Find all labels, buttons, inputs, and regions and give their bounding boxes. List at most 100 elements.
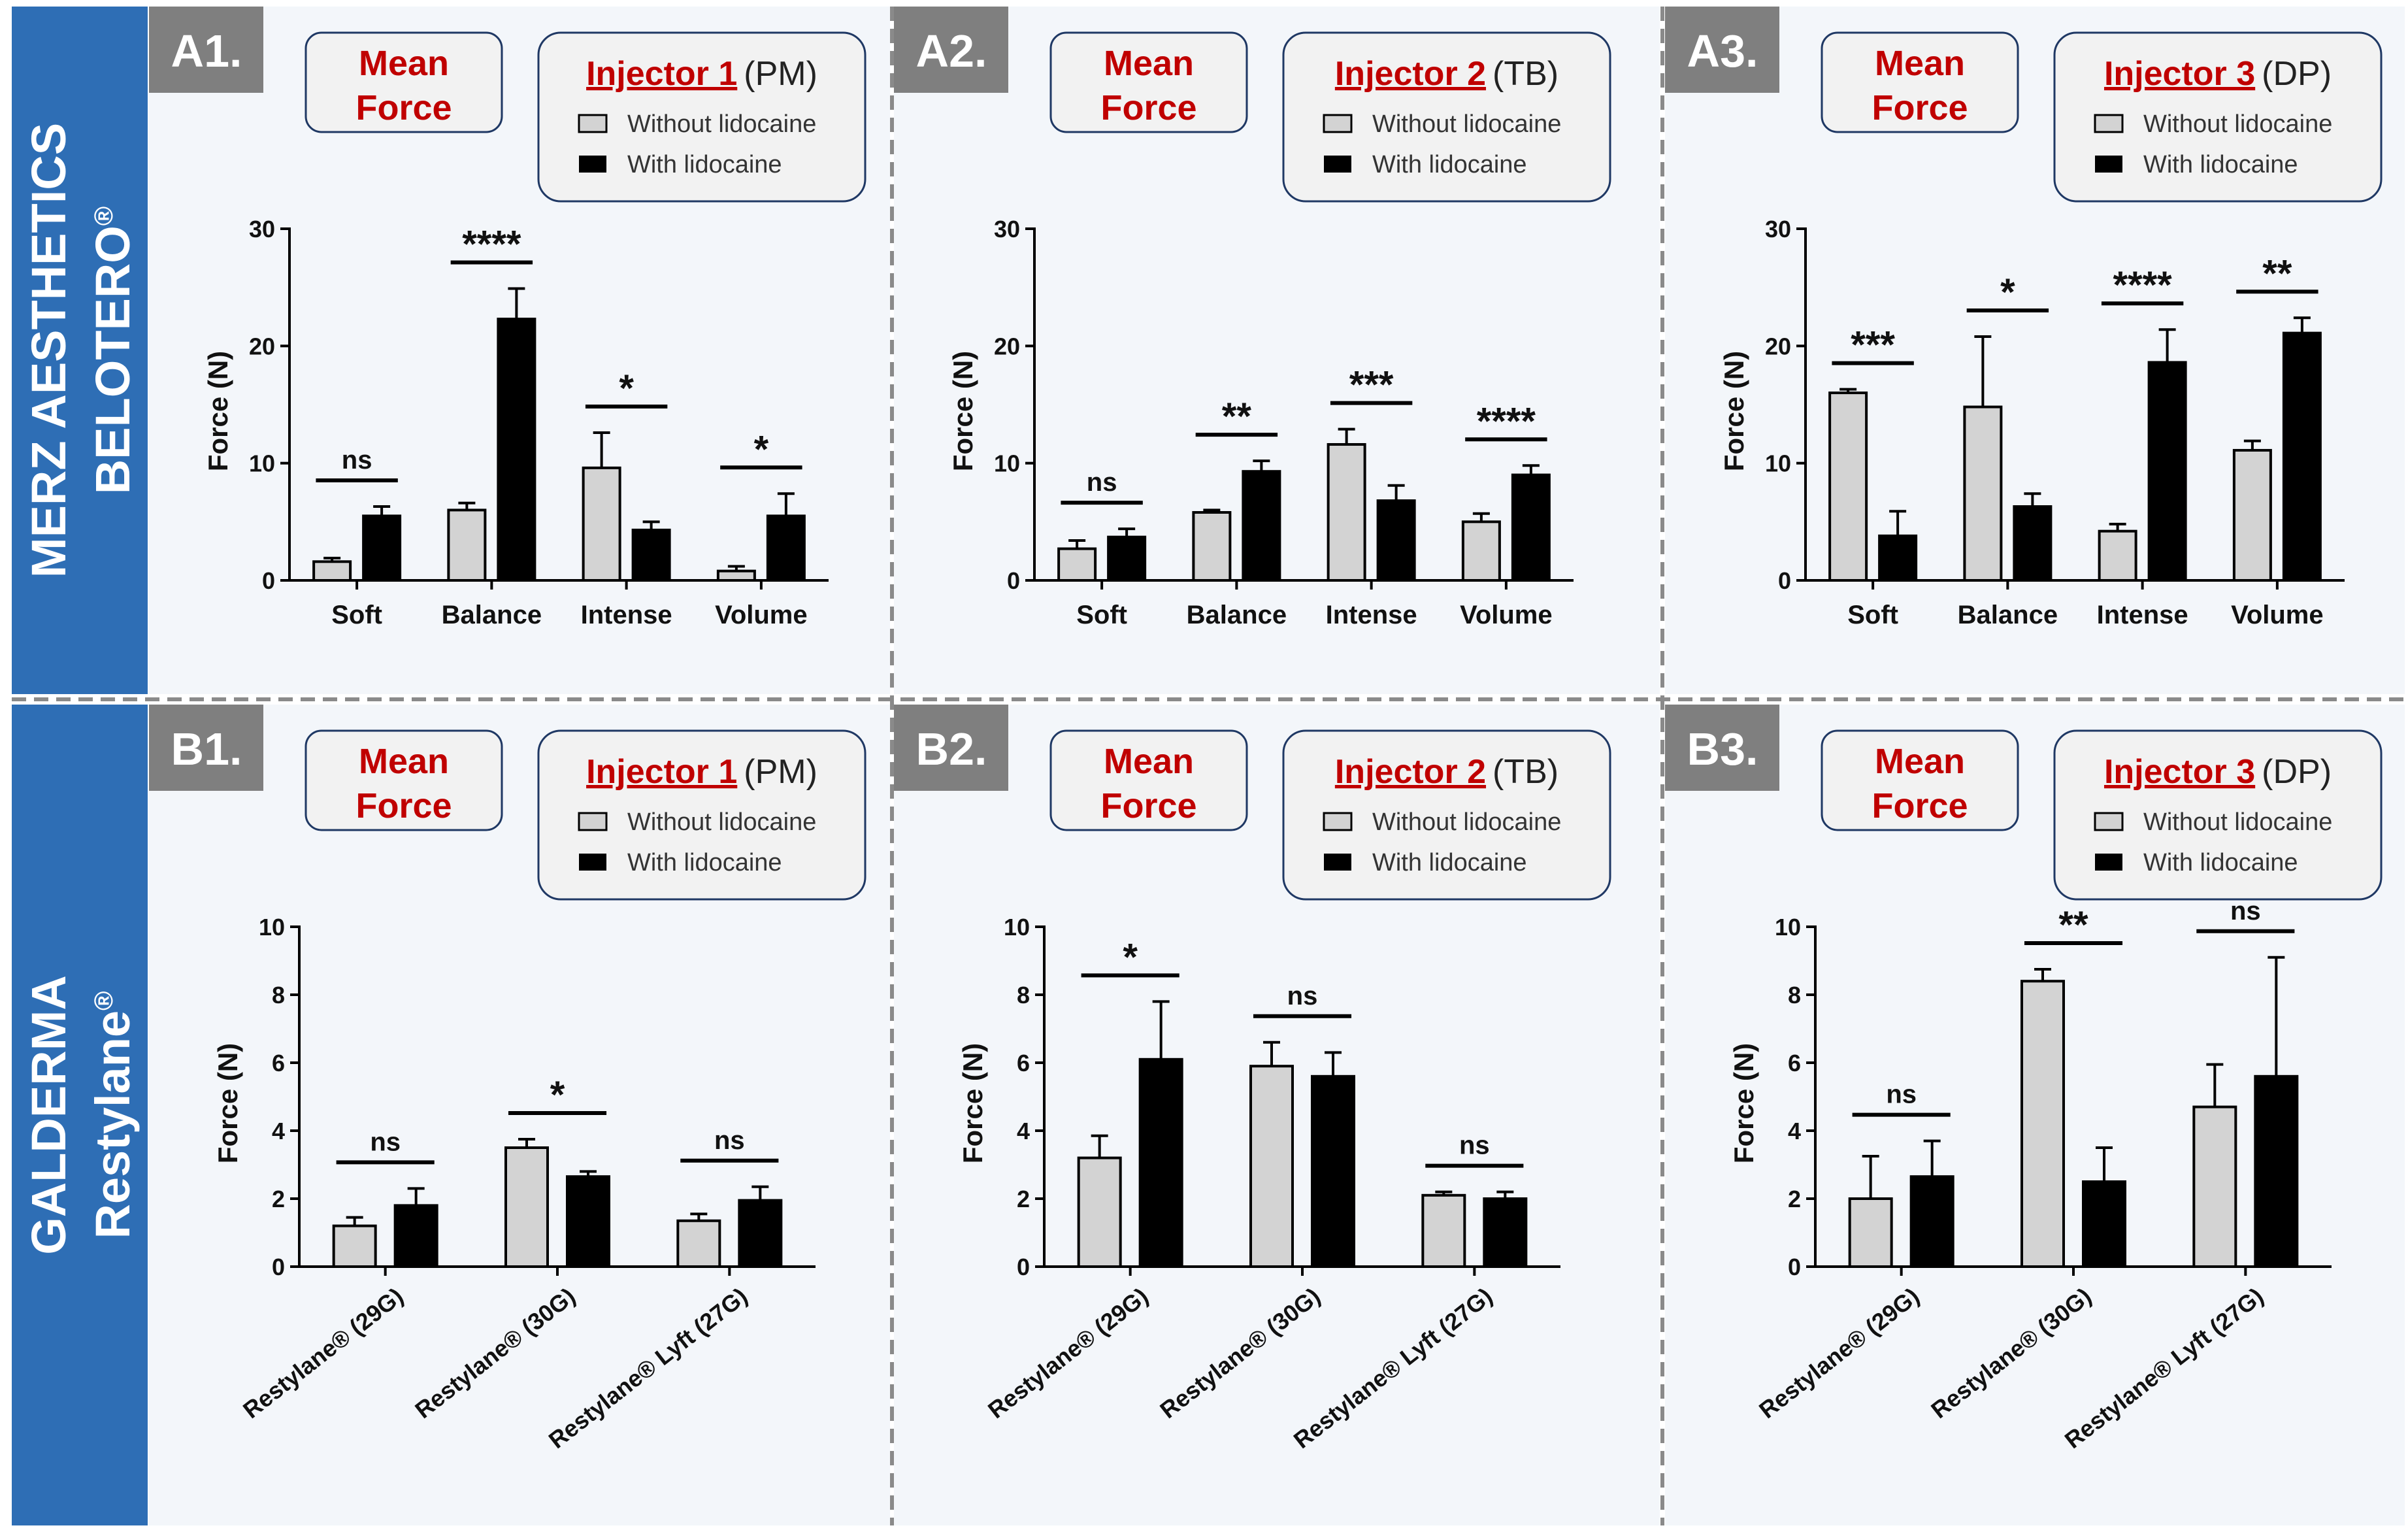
bar-with-lidocaine (393, 1204, 438, 1269)
significance-label: **** (462, 223, 521, 265)
bar-without-lidocaine (1828, 391, 1868, 582)
significance-label: **** (2113, 264, 2172, 307)
y-tick-label: 20 (249, 333, 275, 359)
sidebar-background (12, 705, 148, 1525)
x-category-label: Volume (1460, 601, 1553, 629)
legend-swatch-without (2094, 114, 2124, 133)
panel-a1: A1. Mean Force Injector 1 (PM) Without lidoca… (149, 7, 890, 694)
bar-with-lidocaine (1138, 1057, 1183, 1269)
x-category-label: Volume (715, 601, 808, 629)
significance-label: ns (370, 1127, 401, 1156)
mean-force-line1: Mean (359, 44, 449, 83)
panel-a3: A3. Mean Force Injector 3 (DP) Without lidoca… (1665, 7, 2405, 694)
injector-name: Injector 2 (1335, 753, 1486, 791)
bar-with-lidocaine (2082, 1180, 2126, 1268)
sidebar-registered-mark: ® (90, 991, 118, 1010)
injector-title: Injector 3 (DP) (2104, 753, 2332, 791)
injector-code: (PM) (744, 753, 817, 791)
bar-with-lidocaine (1878, 534, 1918, 582)
x-category-label: Intense (1326, 601, 1417, 629)
category-group: Volume ** (2231, 252, 2324, 629)
significance-label: ns (342, 446, 372, 475)
y-tick-label: 30 (994, 216, 1020, 242)
category-group: Volume * (715, 428, 808, 629)
x-category-label: Soft (1076, 601, 1127, 629)
dividers-layer (12, 7, 2405, 1525)
bar-with-lidocaine (497, 318, 536, 582)
sidebar-background (12, 7, 148, 694)
significance-label: *** (1851, 324, 1895, 367)
panel-b1: B1. Mean Force Injector 1 (PM) Without lidoca… (149, 705, 890, 1525)
injector-name: Injector 1 (586, 55, 737, 93)
y-tick-label: 4 (272, 1118, 285, 1144)
category-group: Soft ns (312, 446, 402, 629)
legend-label-without: Without lidocaine (2143, 110, 2332, 138)
mean-force-line1: Mean (359, 742, 449, 781)
legend-label-with: With lidocaine (2143, 849, 2298, 876)
legend-label-with: With lidocaine (627, 849, 782, 876)
panel-label: A2. (916, 25, 987, 76)
bar-without-lidocaine (1327, 442, 1366, 582)
y-axis-label: Force (N) (203, 351, 233, 471)
y-tick-label: 2 (272, 1186, 285, 1212)
mean-force-box (1049, 31, 1248, 133)
bar-without-lidocaine (1192, 510, 1232, 582)
mean-force-box (1821, 31, 2019, 133)
category-group: Soft ns (1057, 468, 1147, 629)
mean-force-box (1821, 729, 2019, 831)
legend-label-without: Without lidocaine (1372, 808, 1561, 836)
bar-with-lidocaine (1376, 499, 1416, 582)
bar-without-lidocaine (1963, 405, 2003, 582)
sidebar-galderma: GALDERMA Restylane® (12, 705, 148, 1525)
panel-label: A1. (171, 25, 242, 76)
injector-code: (TB) (1493, 753, 1559, 791)
plot-area: 0 10 20 30 Force (N) Soft ns Balance **** Intense… (203, 216, 829, 629)
legend-swatch-without (578, 812, 608, 831)
bar-with-lidocaine (362, 514, 402, 582)
significance-label: *** (1349, 364, 1394, 407)
injector-title: Injector 2 (TB) (1335, 753, 1559, 791)
legend-swatch-without (1323, 114, 1353, 133)
bar-without-lidocaine (1848, 1197, 1893, 1268)
bar-without-lidocaine (332, 1224, 377, 1268)
injector-title: Injector 3 (DP) (2104, 55, 2332, 93)
bar-without-lidocaine (447, 508, 487, 582)
injector-title: Injector 2 (TB) (1335, 55, 1559, 93)
bar-with-lidocaine (2013, 505, 2053, 582)
injector-legend-box (1282, 729, 1611, 901)
bar-without-lidocaine (2098, 529, 2137, 582)
significance-label: ns (2230, 897, 2261, 925)
y-tick-label: 6 (272, 1050, 285, 1076)
legend-label-with: With lidocaine (627, 151, 782, 178)
bar-without-lidocaine (1249, 1065, 1294, 1268)
legend-label-with: With lidocaine (1372, 849, 1527, 876)
significance-label: ns (1087, 468, 1117, 497)
significance-label: ns (1459, 1131, 1490, 1160)
bar-with-lidocaine (1311, 1074, 1355, 1269)
mean-force-line2: Force (1100, 786, 1196, 825)
panel-b3: B3. Mean Force Injector 3 (DP) Without lidoca… (1665, 705, 2405, 1525)
legend-swatch-with (579, 854, 606, 871)
injector-name: Injector 3 (2104, 753, 2255, 791)
sidebar-line2: Restylane® (86, 991, 140, 1239)
bar-with-lidocaine (1483, 1197, 1528, 1268)
bar-with-lidocaine (738, 1199, 783, 1268)
y-tick-label: 20 (994, 333, 1020, 359)
significance-label: ns (714, 1126, 745, 1155)
injector-legend-box (1282, 31, 1611, 203)
y-axis-label: Force (N) (957, 1043, 988, 1163)
significance-label: ** (2058, 904, 2088, 946)
y-tick-label: 10 (1765, 450, 1791, 477)
y-axis-label: Force (N) (948, 351, 978, 471)
y-axis-label: Force (N) (1719, 351, 1749, 471)
significance-label: **** (1477, 400, 1536, 442)
x-category-label: Soft (331, 601, 382, 629)
panel-label-tag (1665, 705, 1779, 791)
y-tick-label: 0 (1017, 1254, 1030, 1280)
y-tick-label: 10 (1004, 914, 1030, 941)
panel-label: A3. (1687, 25, 1758, 76)
y-tick-label: 0 (1007, 567, 1020, 594)
panel-b2: B2. Mean Force Injector 2 (TB) Without lidoca… (894, 705, 1660, 1525)
injector-code: (DP) (2262, 55, 2332, 93)
injector-legend-box (537, 31, 866, 203)
